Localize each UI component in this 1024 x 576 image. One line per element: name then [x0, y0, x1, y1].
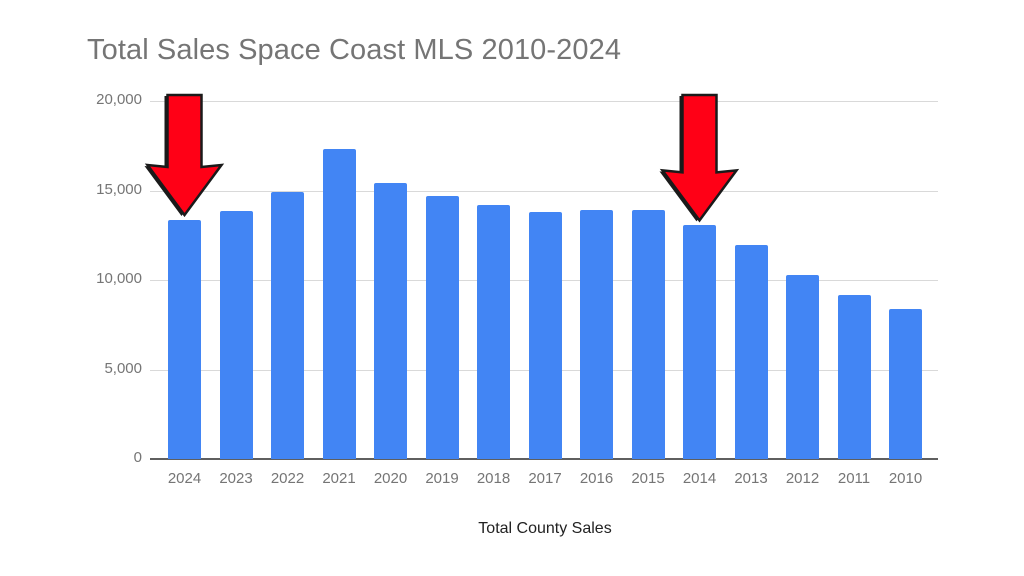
bar-2018[interactable]	[477, 204, 510, 459]
bar-2020[interactable]	[374, 183, 407, 459]
x-tick-label: 2021	[322, 470, 356, 487]
bar-2015[interactable]	[631, 210, 665, 459]
bar-2023[interactable]	[219, 211, 253, 459]
x-axis-label: Total County Sales	[478, 520, 612, 537]
bar-2019[interactable]	[425, 195, 459, 459]
x-tick-label: 2015	[631, 470, 665, 487]
y-tick-label: 5,000	[104, 360, 142, 377]
x-tick-label: 2019	[425, 470, 459, 487]
x-tick-label: 2023	[219, 470, 253, 487]
x-tick-label: 2024	[167, 470, 202, 487]
y-tick-label: 10,000	[96, 270, 142, 287]
x-tick-label: 2018	[476, 470, 511, 487]
x-tick-label: 2010	[888, 470, 923, 487]
x-tick-label: 2017	[528, 470, 562, 487]
bar-2011[interactable]	[837, 295, 871, 459]
bar-2021[interactable]	[322, 149, 356, 459]
x-tick-label: 2020	[373, 470, 408, 487]
bar-2014[interactable]	[683, 225, 716, 459]
x-tick-label: 2022	[270, 470, 305, 487]
x-tick-label: 2014	[682, 470, 717, 487]
y-tick-label: 0	[133, 449, 142, 466]
x-axis-line	[150, 458, 938, 460]
bar-2022[interactable]	[271, 192, 304, 459]
chart-title: Total Sales Space Coast MLS 2010-2024	[87, 34, 622, 66]
gridline	[150, 101, 938, 102]
y-tick-label: 20,000	[96, 91, 142, 108]
bar-2010[interactable]	[889, 308, 922, 459]
bar-2016[interactable]	[580, 210, 613, 459]
y-tick-label: 15,000	[96, 181, 142, 198]
x-tick-label: 2012	[785, 470, 820, 487]
bar-2017[interactable]	[528, 211, 562, 459]
x-tick-label: 2013	[734, 470, 768, 487]
bar-2012[interactable]	[786, 274, 819, 459]
bar-2024[interactable]	[168, 220, 201, 459]
x-tick-label: 2011	[837, 470, 871, 487]
x-tick-label: 2016	[579, 470, 614, 487]
gridline	[150, 191, 938, 192]
bar-2013[interactable]	[734, 245, 768, 459]
